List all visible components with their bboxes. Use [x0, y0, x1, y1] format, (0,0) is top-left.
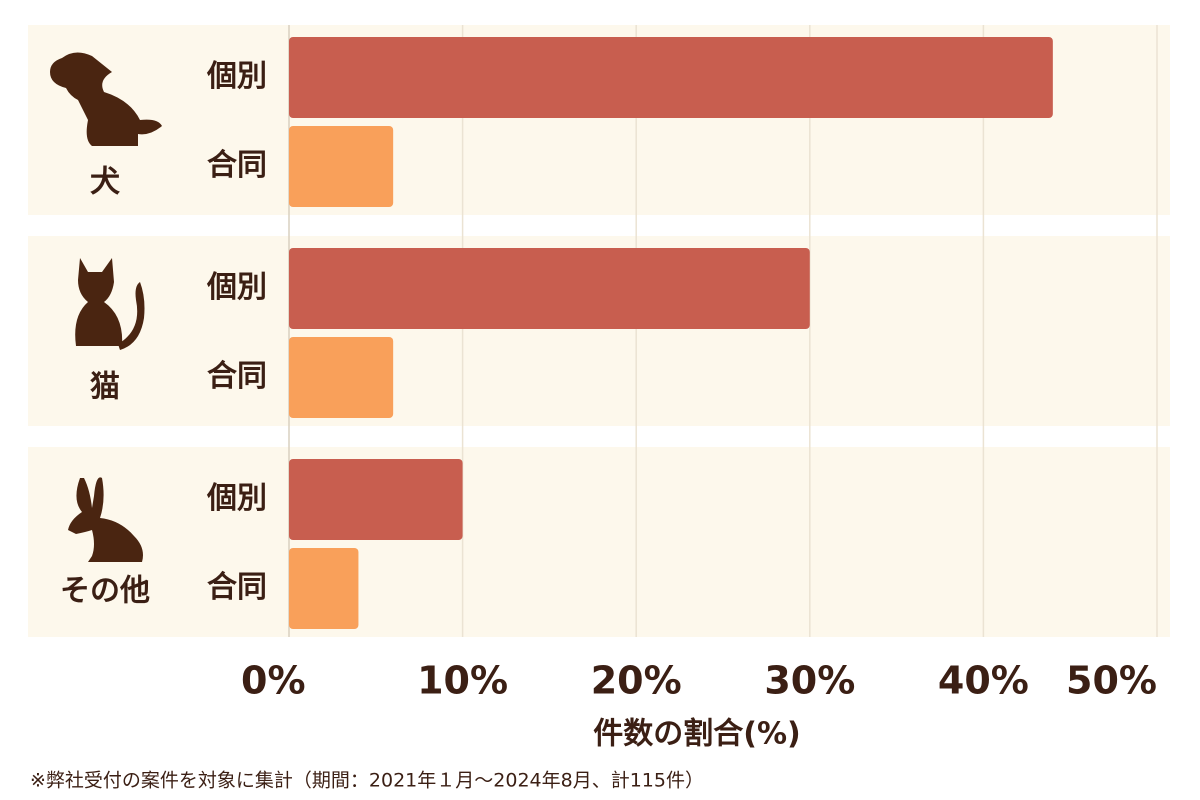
x-tick-label: 10% [417, 659, 508, 703]
bar [289, 548, 359, 629]
x-tick-label: 20% [591, 659, 682, 703]
series-label: 合同 [207, 570, 267, 605]
dog-icon [50, 52, 162, 146]
rabbit-icon [68, 477, 143, 562]
series-label: 個別 [206, 270, 267, 305]
group-panel [28, 447, 1170, 637]
x-tick-label: 0% [241, 659, 306, 703]
category-label: その他 [60, 574, 150, 609]
x-tick-label: 50% [1066, 659, 1157, 703]
bar [289, 459, 463, 540]
series-label: 個別 [206, 59, 267, 94]
bar [289, 37, 1053, 118]
x-tick-label: 40% [938, 659, 1029, 703]
x-tick-label: 30% [764, 659, 855, 703]
bar [289, 337, 394, 418]
category-label: 猫 [90, 370, 120, 405]
bar [289, 126, 394, 207]
bars [289, 37, 1053, 629]
series-label: 合同 [207, 148, 267, 183]
category-label: 犬 [90, 165, 120, 200]
x-axis-label: 件数の割合(%) [593, 717, 800, 752]
cat-icon [75, 258, 145, 350]
series-label: 個別 [206, 481, 267, 516]
icons [50, 52, 162, 562]
series-label: 合同 [207, 359, 267, 394]
bar [289, 248, 810, 329]
footnote: ※弊社受付の案件を対象に集計（期間：2021年１月～2024年8月、計115件） [30, 770, 704, 792]
